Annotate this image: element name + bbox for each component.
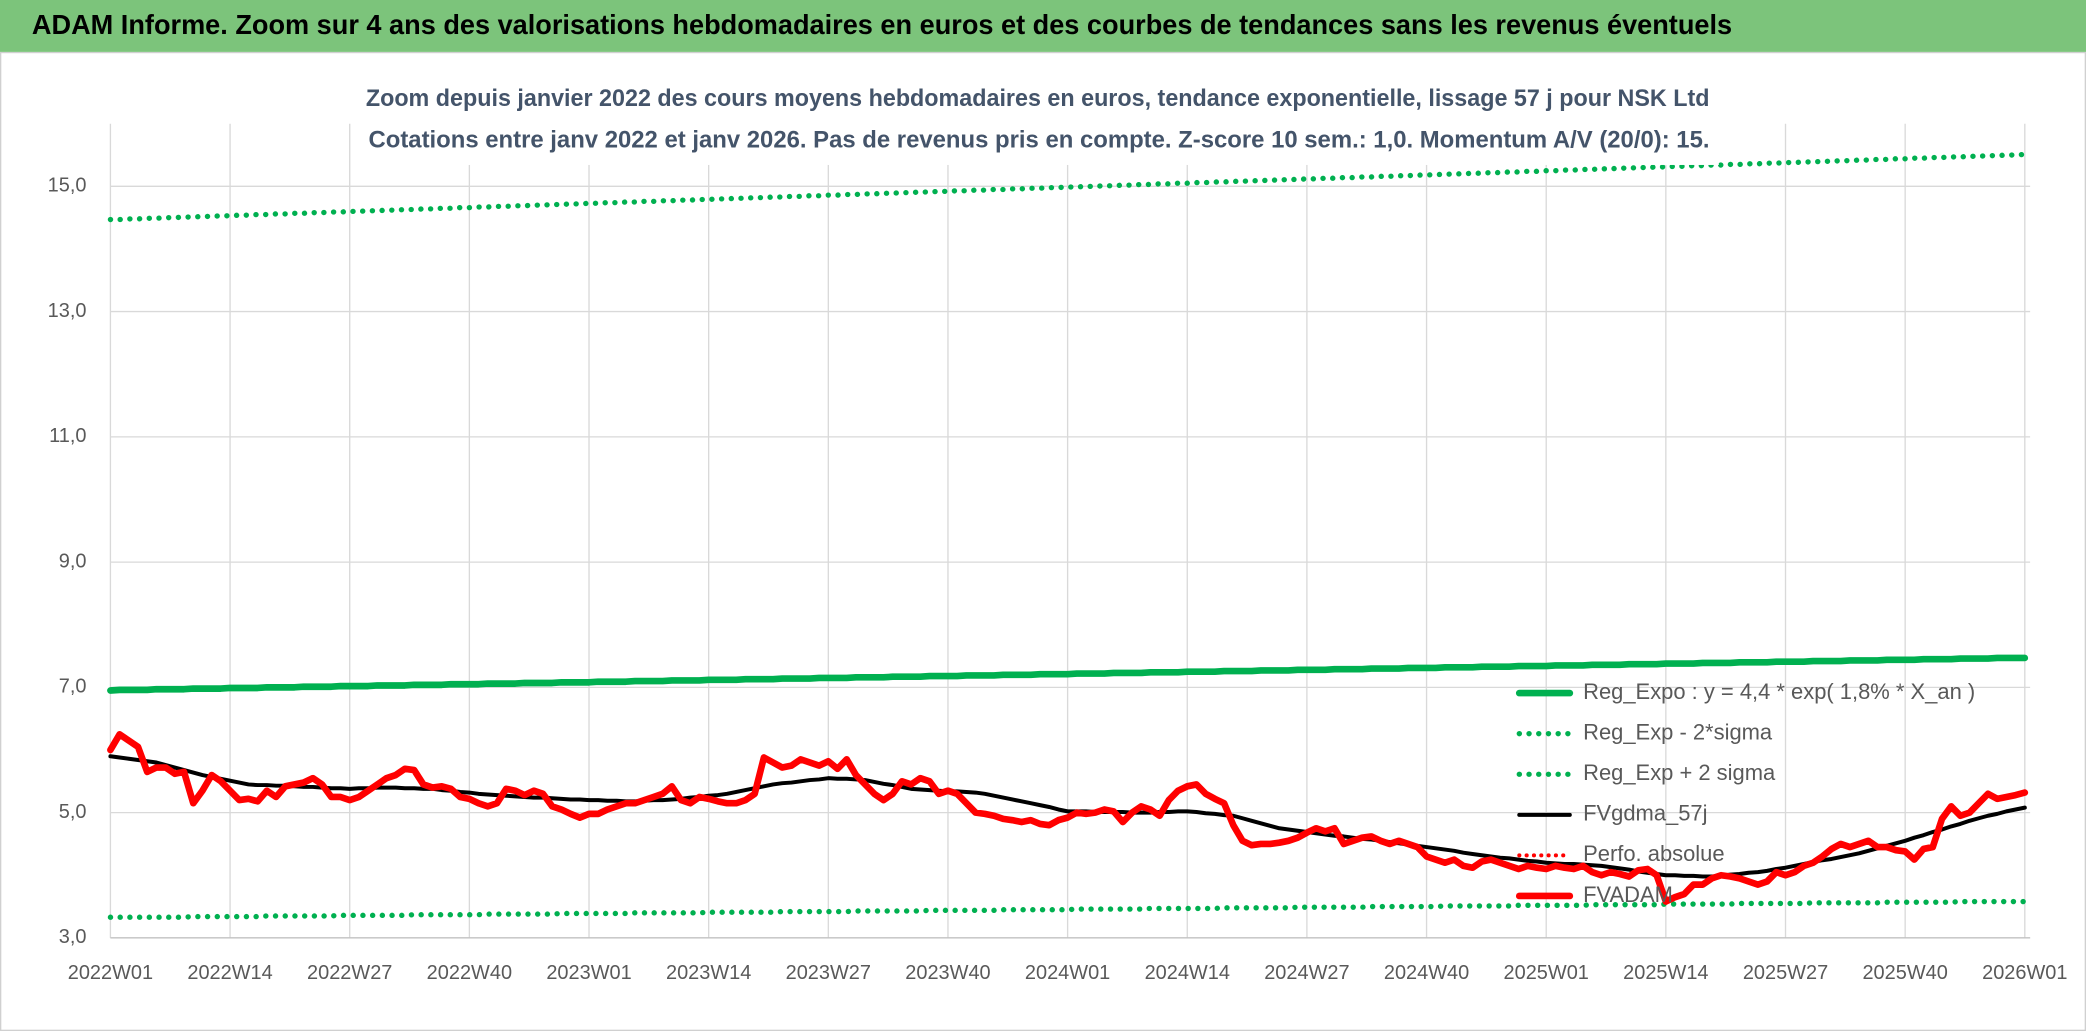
legend-label: FVADAM	[1583, 882, 1673, 907]
legend-label: FVgdma_57j	[1583, 801, 1707, 826]
header-title: ADAM Informe. Zoom sur 4 ans des valoris…	[32, 9, 1732, 40]
x-tick-label: 2026W01	[1982, 962, 2067, 984]
x-tick-label: 2024W14	[1145, 962, 1230, 984]
chart-frame	[0, 51, 2086, 1031]
x-tick-label: 2025W01	[1504, 962, 1589, 984]
y-tick-label: 5,0	[59, 801, 87, 823]
x-tick-label: 2024W40	[1384, 962, 1469, 984]
chart-subtitle: Cotations entre janv 2022 et janv 2026. …	[369, 126, 1710, 153]
y-tick-label: 15,0	[48, 175, 87, 197]
legend-label: Reg_Expo : y = 4,4 * exp( 1,8% * X_an )	[1583, 679, 1975, 704]
y-tick-label: 9,0	[59, 550, 87, 572]
series-line	[107, 654, 2029, 694]
x-tick-label: 2023W01	[546, 962, 631, 984]
x-tick-label: 2023W27	[786, 962, 871, 984]
legend: Reg_Expo : y = 4,4 * exp( 1,8% * X_an ) R…	[1515, 679, 1975, 907]
x-tick-label: 2023W14	[666, 962, 751, 984]
legend-label: Reg_Exp - 2*sigma	[1583, 719, 1773, 744]
chart-title: Zoom depuis janvier 2022 des cours moyen…	[366, 85, 1710, 112]
y-tick-label: 11,0	[49, 425, 86, 447]
legend-label: Perfo. absolue	[1583, 841, 1724, 866]
header-bar	[0, 0, 2086, 52]
x-tick-label: 2022W14	[187, 962, 272, 984]
series-line	[107, 898, 2028, 920]
legend-label: Reg_Exp + 2 sigma	[1583, 760, 1776, 785]
x-tick-label: 2022W27	[307, 962, 392, 984]
x-tick-label: 2025W14	[1623, 962, 1708, 984]
x-tick-label: 2022W01	[68, 962, 153, 984]
x-tick-label: 2023W40	[905, 962, 990, 984]
x-tick-label: 2025W27	[1743, 962, 1828, 984]
series-line	[107, 731, 2029, 905]
y-tick-label: 3,0	[59, 926, 87, 948]
x-tick-label: 2022W40	[427, 962, 512, 984]
plot-area: 3,0 5,0 7,0 9,0 11,0 13,0 15,0 2022W01 2022W14 20…	[48, 123, 2067, 984]
y-tick-label: 13,0	[48, 300, 87, 322]
x-tick-label: 2024W27	[1264, 962, 1349, 984]
x-tick-label: 2024W01	[1025, 962, 1110, 984]
series-line	[107, 151, 2028, 223]
subtitle-background	[361, 121, 1719, 165]
y-tick-label: 7,0	[59, 676, 87, 698]
x-tick-label: 2025W40	[1862, 962, 1947, 984]
